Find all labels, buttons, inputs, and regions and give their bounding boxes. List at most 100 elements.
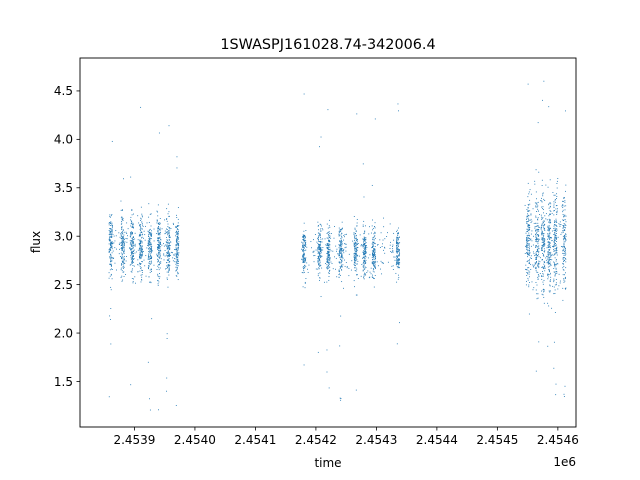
data-point	[317, 238, 319, 240]
data-point	[109, 248, 111, 250]
data-point	[339, 345, 341, 347]
data-point	[529, 282, 530, 283]
data-point	[364, 239, 366, 241]
data-point	[399, 259, 400, 261]
data-point	[526, 269, 528, 271]
data-point	[365, 248, 367, 250]
data-point	[355, 234, 357, 236]
data-point	[168, 245, 169, 247]
data-point	[318, 249, 320, 251]
x-tick-label: 2.4543	[355, 433, 397, 447]
data-point	[149, 233, 151, 235]
data-point	[537, 264, 539, 265]
data-point	[396, 243, 397, 245]
data-point	[110, 234, 112, 236]
data-point	[364, 251, 366, 253]
data-point	[556, 187, 558, 189]
data-point	[396, 262, 398, 264]
data-point	[356, 274, 358, 276]
data-point	[365, 239, 367, 240]
data-point	[109, 233, 111, 235]
data-point	[166, 255, 168, 257]
data-point	[528, 226, 530, 228]
data-point	[319, 260, 321, 262]
data-point	[326, 267, 328, 268]
data-point	[373, 269, 375, 270]
data-point	[563, 236, 565, 238]
data-point	[527, 182, 529, 184]
data-point	[304, 258, 306, 260]
data-point	[363, 244, 365, 246]
data-point	[559, 221, 561, 223]
data-point	[354, 262, 356, 263]
data-point	[112, 225, 113, 227]
data-point	[560, 224, 562, 225]
data-point	[542, 206, 544, 208]
data-point	[328, 242, 330, 244]
data-point	[396, 247, 397, 249]
data-point	[553, 250, 555, 252]
data-point	[373, 253, 375, 255]
data-point	[111, 232, 113, 234]
data-point	[371, 225, 373, 227]
data-point	[340, 231, 342, 233]
data-point	[175, 404, 177, 406]
data-point	[140, 240, 142, 242]
data-point	[398, 266, 400, 268]
data-point	[110, 225, 112, 226]
data-point	[374, 227, 376, 229]
data-point	[328, 241, 330, 242]
data-point	[389, 244, 391, 246]
data-point	[171, 251, 172, 253]
data-point	[149, 247, 151, 249]
data-point	[168, 269, 170, 271]
data-point	[527, 227, 529, 229]
data-point	[527, 237, 529, 238]
data-point	[542, 267, 544, 269]
data-point	[140, 231, 142, 233]
data-point	[528, 224, 530, 226]
data-point	[539, 261, 541, 263]
data-point	[363, 260, 365, 262]
data-point	[131, 214, 133, 216]
data-point	[303, 266, 305, 267]
data-point	[542, 226, 544, 228]
data-point	[551, 230, 553, 232]
data-point	[168, 270, 170, 272]
data-point	[148, 241, 150, 243]
data-point	[372, 259, 374, 261]
data-point	[320, 247, 322, 248]
data-point	[348, 275, 350, 277]
data-point	[165, 241, 167, 243]
data-point	[175, 270, 177, 272]
data-point	[320, 296, 322, 298]
data-point	[364, 231, 366, 233]
data-point	[110, 216, 111, 218]
data-point	[550, 259, 552, 261]
x-axis-offset-label: 1e6	[553, 455, 576, 469]
data-point	[354, 267, 355, 269]
data-point	[528, 210, 529, 212]
data-point	[341, 244, 343, 246]
data-point	[141, 237, 142, 239]
data-point	[317, 262, 319, 264]
data-point	[549, 246, 551, 248]
data-point	[556, 237, 558, 239]
data-point	[317, 225, 319, 226]
data-point	[546, 255, 548, 257]
data-point	[168, 215, 170, 217]
data-point	[305, 278, 307, 279]
data-point	[168, 244, 170, 246]
data-point	[397, 274, 399, 276]
data-point	[529, 263, 530, 264]
data-point	[130, 219, 131, 221]
data-point	[561, 232, 563, 234]
data-point	[547, 236, 549, 237]
data-point	[176, 232, 178, 234]
data-point	[340, 229, 342, 231]
data-point	[156, 210, 158, 212]
data-point	[527, 256, 529, 258]
data-point	[537, 293, 539, 295]
data-point	[149, 260, 151, 262]
data-point	[164, 250, 166, 251]
